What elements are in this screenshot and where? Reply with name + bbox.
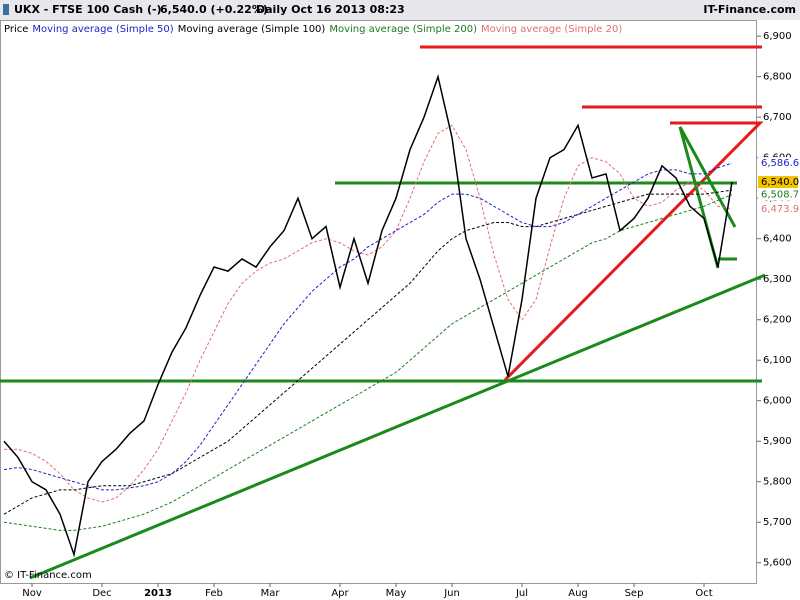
series-line <box>3 162 733 491</box>
quote: 6,540.0 (+0.22%) <box>160 3 268 16</box>
y-tick-label: 5,900 <box>763 436 792 447</box>
legend-entry: Price <box>4 24 28 35</box>
legend-entry: Moving average (Simple 20) <box>481 24 622 35</box>
y-tick-label: 6,200 <box>763 315 792 326</box>
y-tick-label: 5,800 <box>763 477 792 488</box>
plot-frame <box>0 20 757 584</box>
y-tick-label: 6,700 <box>763 112 792 123</box>
last-value-label: 6,540.0 <box>761 177 799 188</box>
last-value: 6,508.7 <box>758 188 799 201</box>
last-value-label: 6,586.6 <box>761 158 799 169</box>
y-tick-label: 6,900 <box>763 31 792 42</box>
y-tick-label: 5,700 <box>763 517 792 528</box>
x-tick-label: Mar <box>261 588 281 599</box>
last-value-box <box>758 157 798 170</box>
footer: © IT-Finance.com <box>4 570 92 581</box>
trend-lines <box>0 45 766 580</box>
symbol: UKX - FTSE 100 Cash (-) <box>14 3 162 16</box>
y-tick-label: 6,300 <box>763 274 792 285</box>
series-line <box>3 194 733 531</box>
x-tick-label: Aug <box>568 588 588 599</box>
x-tick-label: May <box>386 588 407 599</box>
legend-entry: Moving average (Simple 100) <box>178 24 326 35</box>
y-tick-label: 6,000 <box>763 396 792 407</box>
x-tick-label: Nov <box>22 588 42 599</box>
y-tick-label: 6,400 <box>763 234 792 245</box>
trend-line <box>503 121 764 382</box>
last-value: 6,540.0 <box>758 176 799 189</box>
x-tick-label: Jun <box>443 588 460 599</box>
x-tick-label: Jul <box>515 588 528 599</box>
series-line <box>3 73 733 558</box>
x-tick-label: Sep <box>625 588 644 599</box>
last-value-box <box>758 202 798 215</box>
series-line <box>4 124 733 503</box>
trend-line <box>29 273 766 580</box>
last-value-label: 6,473.9 <box>761 204 799 215</box>
x-tick-label: 2013 <box>144 588 172 599</box>
last-value-label: 6,508.7 <box>761 190 799 201</box>
x-tick-label: Feb <box>205 588 223 599</box>
x-tick-label: Dec <box>92 588 111 599</box>
last-value: 6,586.6 <box>758 157 799 170</box>
header-icon <box>3 4 9 15</box>
last-value-box <box>758 188 798 201</box>
legend-entry: Moving average (Simple 50) <box>32 24 173 35</box>
y-tick-label: 5,600 <box>763 558 792 569</box>
x-tick-label: Oct <box>695 588 712 599</box>
legend-entry: Moving average (Simple 200) <box>329 24 477 35</box>
series-line <box>3 189 733 515</box>
header-bar <box>0 0 800 20</box>
last-value-box <box>758 176 798 189</box>
y-tick-label: 6,100 <box>763 355 792 366</box>
source: IT-Finance.com <box>703 3 796 16</box>
trend-line <box>678 126 737 269</box>
x-tick-label: Apr <box>331 588 349 599</box>
period: Daily Oct 16 2013 08:23 <box>256 3 405 16</box>
last-value: 6,473.9 <box>758 202 799 215</box>
y-tick-label: 6,800 <box>763 72 792 83</box>
